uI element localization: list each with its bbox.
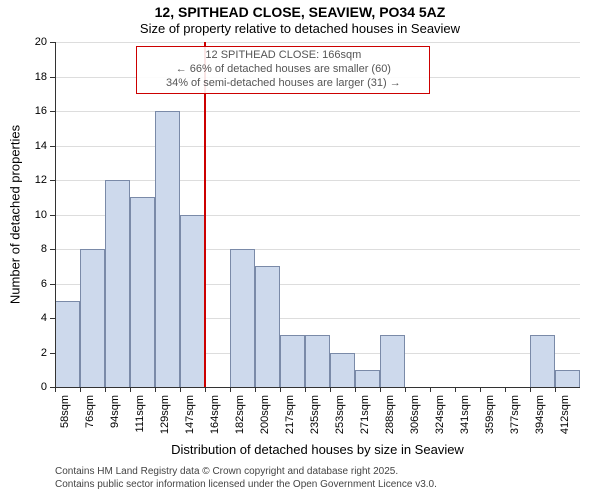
y-tick-label: 10 xyxy=(35,209,47,221)
x-tick-label: 129sqm xyxy=(159,395,171,445)
x-tick-label: 306sqm xyxy=(409,395,421,445)
chart-footer: Contains HM Land Registry data © Crown c… xyxy=(55,465,437,491)
y-tick-label: 4 xyxy=(41,312,47,324)
x-axis-line xyxy=(55,387,580,388)
x-tick-label: 253sqm xyxy=(334,395,346,445)
y-tick-label: 18 xyxy=(35,71,47,83)
y-axis-line xyxy=(55,42,56,387)
footer-line-2: Contains public sector information licen… xyxy=(55,478,437,491)
histogram-bar xyxy=(305,335,330,387)
histogram-bar xyxy=(55,301,80,387)
gridline xyxy=(55,180,580,181)
x-tick-label: 271sqm xyxy=(359,395,371,445)
histogram-bar xyxy=(530,335,555,387)
histogram-bar xyxy=(105,180,130,387)
gridline xyxy=(55,42,580,43)
x-tick-label: 58sqm xyxy=(59,395,71,445)
x-tick-label: 394sqm xyxy=(534,395,546,445)
plot-area: 0246810121416182058sqm76sqm94sqm111sqm12… xyxy=(55,42,580,387)
gridline xyxy=(55,111,580,112)
x-tick-label: 359sqm xyxy=(484,395,496,445)
x-tick-label: 377sqm xyxy=(509,395,521,445)
y-tick-label: 2 xyxy=(41,347,47,359)
annotation-box: 12 SPITHEAD CLOSE: 166sqm← 66% of detach… xyxy=(136,46,430,94)
y-tick-label: 20 xyxy=(35,36,47,48)
footer-line-1: Contains HM Land Registry data © Crown c… xyxy=(55,465,437,478)
y-tick-label: 0 xyxy=(41,381,47,393)
x-tick-label: 235sqm xyxy=(309,395,321,445)
x-tick-label: 217sqm xyxy=(284,395,296,445)
x-tick-label: 412sqm xyxy=(559,395,571,445)
y-tick-label: 12 xyxy=(35,174,47,186)
histogram-bar xyxy=(380,335,405,387)
x-tick-label: 288sqm xyxy=(384,395,396,445)
histogram-bar xyxy=(180,215,205,388)
chart-container: 12, SPITHEAD CLOSE, SEAVIEW, PO34 5AZ Si… xyxy=(0,0,600,500)
x-axis-label: Distribution of detached houses by size … xyxy=(55,442,580,457)
chart-title: 12, SPITHEAD CLOSE, SEAVIEW, PO34 5AZ xyxy=(0,0,600,21)
histogram-bar xyxy=(355,370,380,387)
annotation-line: 12 SPITHEAD CLOSE: 166sqm xyxy=(141,49,425,63)
histogram-bar xyxy=(555,370,580,387)
x-tick-label: 341sqm xyxy=(459,395,471,445)
y-tick-label: 14 xyxy=(35,140,47,152)
histogram-bar xyxy=(155,111,180,387)
histogram-bar xyxy=(330,353,355,388)
gridline xyxy=(55,146,580,147)
x-tick-label: 111sqm xyxy=(134,395,146,445)
x-tick-label: 182sqm xyxy=(234,395,246,445)
x-tick-label: 76sqm xyxy=(84,395,96,445)
y-tick-label: 8 xyxy=(41,243,47,255)
x-tick-label: 164sqm xyxy=(209,395,221,445)
histogram-bar xyxy=(130,197,155,387)
annotation-line: ← 66% of detached houses are smaller (60… xyxy=(141,63,425,77)
y-tick-label: 16 xyxy=(35,105,47,117)
x-tick-label: 94sqm xyxy=(109,395,121,445)
y-tick-label: 6 xyxy=(41,278,47,290)
y-axis-label: Number of detached properties xyxy=(8,114,23,314)
histogram-bar xyxy=(230,249,255,387)
x-tick-label: 324sqm xyxy=(434,395,446,445)
histogram-bar xyxy=(255,266,280,387)
histogram-bar xyxy=(80,249,105,387)
x-tick-label: 147sqm xyxy=(184,395,196,445)
chart-subtitle: Size of property relative to detached ho… xyxy=(0,21,600,37)
annotation-line: 34% of semi-detached houses are larger (… xyxy=(141,77,425,91)
x-tick-label: 200sqm xyxy=(259,395,271,445)
histogram-bar xyxy=(280,335,305,387)
